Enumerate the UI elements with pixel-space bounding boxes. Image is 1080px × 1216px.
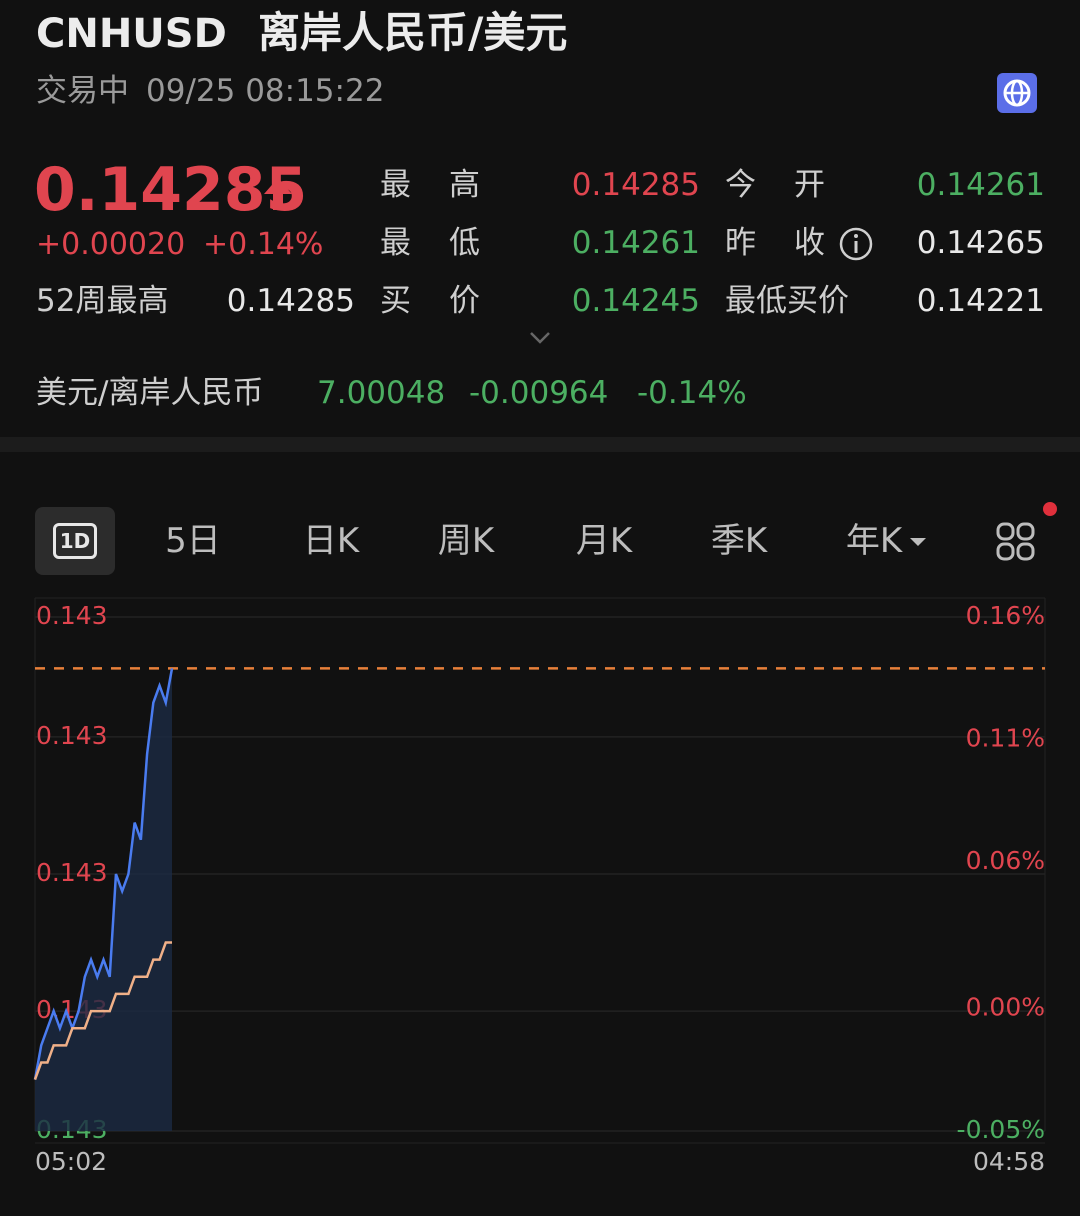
y-tick-label: 0.143 (36, 858, 108, 887)
y-tick-label: 0.143 (36, 601, 108, 630)
inverse-value: 7.00048 (317, 375, 446, 411)
instrument-name: 离岸人民币/美元 (258, 8, 568, 57)
price-line (33, 941, 172, 1081)
expand-chevron[interactable] (528, 330, 552, 346)
tab-label[interactable]: 1D (52, 523, 98, 559)
last-price: 0.14285 (34, 155, 308, 225)
notification-dot (1043, 502, 1057, 516)
tab[interactable]: 1D (25, 520, 125, 562)
y2-tick-label: 0.16% (966, 601, 1045, 630)
info-icon[interactable] (838, 226, 874, 262)
stat-value: 0.14245 (571, 283, 700, 319)
stat-label: 昨收 (725, 225, 863, 261)
stat-value: 0.14261 (916, 167, 1045, 203)
tab[interactable]: 日K (302, 521, 360, 561)
stat-label: 今开 (725, 167, 863, 203)
tab[interactable]: 年K (845, 521, 903, 561)
y2-tick-label: 0.00% (966, 993, 1045, 1022)
stat-label: 最低买价 (725, 283, 849, 319)
inverse-label: 美元/离岸人民币 (36, 375, 264, 411)
tab[interactable]: 月K (575, 521, 633, 561)
y2-tick-label: -0.05% (957, 1115, 1045, 1144)
stat-value: 0.14285 (571, 167, 700, 203)
globe-button[interactable] (997, 73, 1037, 113)
tab[interactable]: 季K (710, 521, 768, 561)
tab[interactable]: 周K (437, 521, 495, 561)
tab[interactable]: 5日 (165, 521, 221, 561)
x-tick-label: 04:58 (973, 1147, 1045, 1176)
price-line (33, 668, 174, 1080)
dropdown-caret[interactable] (906, 535, 930, 549)
stat-value: 0.14261 (571, 225, 700, 261)
divider (0, 437, 1080, 452)
stat-label: 最高 (380, 167, 518, 203)
up-arrow (264, 178, 292, 210)
quote-time: 09/25 08:15:22 (146, 73, 385, 109)
stat-value: 0.14265 (916, 225, 1045, 261)
stat-label: 买价 (380, 283, 518, 319)
chart: 0.1430.1430.1430.1430.1430.16%0.11%0.06%… (33, 597, 1046, 1176)
stat-value: 0.14221 (916, 283, 1045, 319)
stat-value: 0.14285 (226, 283, 355, 319)
x-tick-label: 05:02 (35, 1147, 107, 1176)
market-status: 交易中 (36, 73, 129, 109)
price-change: +0.00020 (36, 227, 186, 262)
price-change-pct: +0.14% (203, 227, 324, 262)
symbol: CNHUSD (36, 11, 227, 57)
y2-tick-label: 0.11% (966, 723, 1045, 752)
stat-label: 52周最高 (36, 283, 169, 319)
y-tick-label: 0.143 (36, 721, 108, 750)
tab-selected-bg (35, 507, 115, 575)
y2-tick-label: 0.06% (966, 846, 1045, 875)
inverse-change-pct: -0.14% (637, 375, 747, 411)
more-menu[interactable] (994, 518, 1060, 566)
inverse-change: -0.00964 (469, 375, 609, 411)
stat-label: 最低 (380, 225, 518, 261)
area (35, 668, 172, 1131)
